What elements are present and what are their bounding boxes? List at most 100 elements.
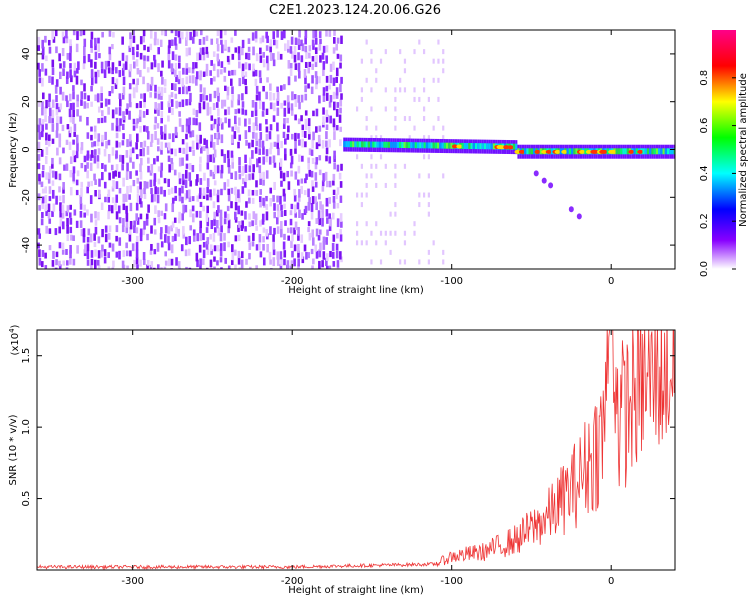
noise-cell [311, 139, 315, 149]
noise-cell [129, 32, 132, 40]
noise-cell [104, 131, 107, 141]
noise-cell [307, 67, 311, 74]
noise-cell [175, 100, 178, 109]
noise-cell [212, 201, 216, 209]
noise-cell [196, 195, 200, 202]
noise-cell [297, 264, 300, 269]
noise-cell [115, 67, 118, 74]
noise-cell [44, 155, 48, 165]
noise-cell [389, 249, 392, 255]
noise-cell [437, 58, 440, 64]
noise-cell [52, 36, 56, 43]
noise-cell [160, 241, 164, 248]
noise-cell [335, 76, 338, 83]
noise-cell [198, 244, 202, 253]
noise-cell [310, 248, 314, 255]
noise-cell [51, 163, 54, 169]
noise-cell [48, 166, 52, 174]
noise-cell [175, 74, 178, 83]
noise-cell [276, 134, 280, 143]
noise-cell [65, 30, 68, 39]
noise-cell [311, 157, 315, 164]
noise-cell [332, 261, 336, 267]
noise-cell [59, 116, 63, 124]
noise-cell [196, 174, 199, 183]
noise-cell [331, 251, 335, 259]
noise-cell [178, 87, 181, 95]
noise-cell [258, 91, 261, 101]
noise-cell [375, 68, 378, 74]
noise-cell [266, 77, 269, 83]
noise-cell [251, 139, 254, 148]
noise-cell [154, 92, 157, 99]
noise-cell [52, 203, 56, 212]
noise-cell [315, 201, 318, 211]
noise-cell [41, 250, 45, 257]
noise-cell [252, 46, 255, 56]
carrier-cell [635, 148, 638, 155]
noise-cell [139, 125, 142, 133]
x-tick-label: -200 [281, 276, 304, 287]
noise-cell [230, 172, 233, 180]
colorbar-tick-label: 0.2 [699, 213, 710, 229]
noise-cell [128, 227, 132, 235]
noise-cell [142, 36, 146, 43]
noise-cell [370, 163, 373, 169]
noise-cell [206, 237, 210, 245]
noise-cell [86, 186, 89, 194]
noise-cell [217, 245, 220, 252]
noise-cell [191, 205, 195, 212]
noise-cell [223, 218, 227, 225]
noise-cell [272, 59, 276, 67]
carrier-cell [483, 143, 487, 150]
y-tick-label: -20 [21, 189, 32, 205]
noise-cell [413, 230, 416, 236]
noise-cell [310, 211, 314, 220]
noise-cell [122, 86, 126, 95]
noise-cell [214, 227, 217, 233]
noise-cell [254, 147, 258, 154]
noise-cell [205, 213, 209, 222]
noise-cell [51, 109, 55, 119]
noise-cell [37, 154, 41, 161]
noise-cell [101, 228, 104, 238]
noise-cell [139, 101, 142, 108]
noise-cell [136, 51, 139, 58]
noise-cell [135, 122, 139, 129]
noise-cell [365, 77, 368, 83]
noise-cell [205, 69, 209, 77]
noise-cell [188, 267, 192, 269]
noise-cell [140, 141, 143, 148]
noise-cell [55, 259, 58, 266]
noise-cell [185, 63, 189, 69]
noise-cell [154, 84, 157, 92]
noise-cell [297, 258, 300, 267]
carrier-cell [439, 142, 442, 149]
noise-cell [48, 107, 52, 117]
noise-cell [379, 135, 383, 141]
noise-cell [126, 139, 129, 148]
noise-cell [199, 75, 202, 81]
noise-cell [152, 267, 156, 269]
noise-cell [114, 83, 118, 89]
noise-cell [65, 210, 69, 217]
noise-cell [208, 106, 212, 115]
noise-cell [111, 62, 115, 71]
noise-cell [315, 75, 319, 85]
noise-cell [103, 257, 107, 264]
noise-cell [66, 224, 69, 234]
noise-cell [167, 235, 170, 244]
noise-cell [319, 55, 322, 63]
noise-cell [230, 268, 234, 269]
noise-cell [185, 76, 189, 85]
spectrogram-cells [37, 30, 675, 269]
noise-cell [248, 125, 251, 133]
noise-cell [156, 38, 160, 46]
noise-cell [199, 70, 202, 77]
noise-cell [153, 59, 157, 68]
noise-cell [413, 96, 416, 102]
noise-cell [262, 101, 265, 111]
noise-cell [69, 244, 72, 254]
noise-cell [160, 117, 164, 124]
noise-cell [305, 51, 308, 59]
